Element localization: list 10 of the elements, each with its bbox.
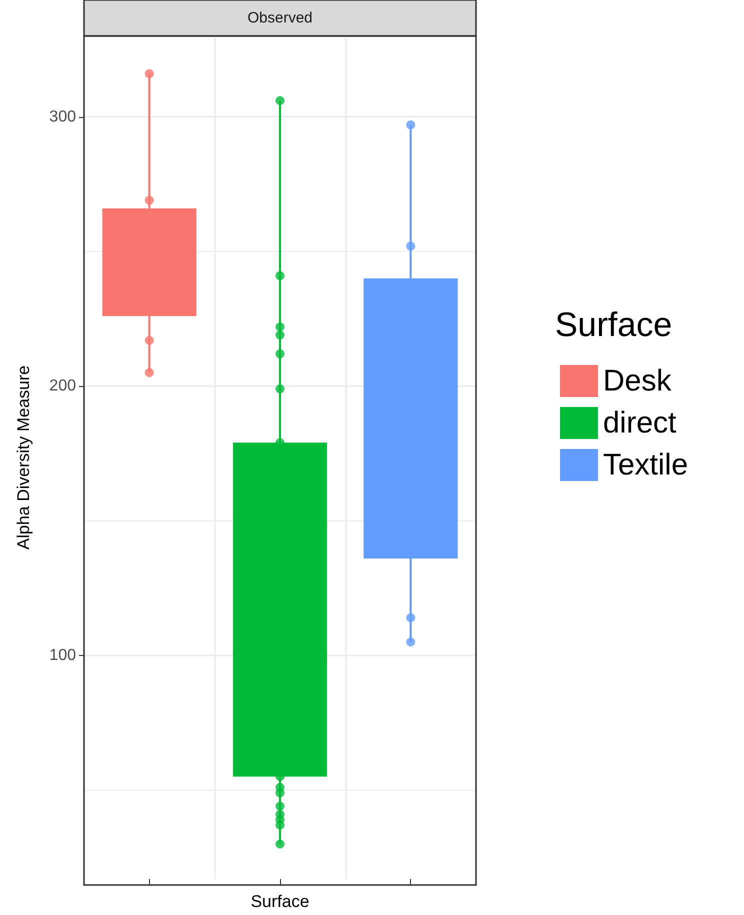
chart-title: Observed [247,10,313,26]
y-tick-label: 200 [49,378,76,395]
y-axis-title: Alpha Diversity Measure [14,365,33,550]
legend-label: Desk [603,364,672,398]
legend-label: Textile [603,448,688,482]
y-tick-label: 100 [49,646,76,664]
x-axis-title: Surface [250,892,310,911]
legend-label: direct [603,406,678,440]
y-tick-label: 300 [49,108,76,126]
legend-title: Surface [555,306,672,344]
